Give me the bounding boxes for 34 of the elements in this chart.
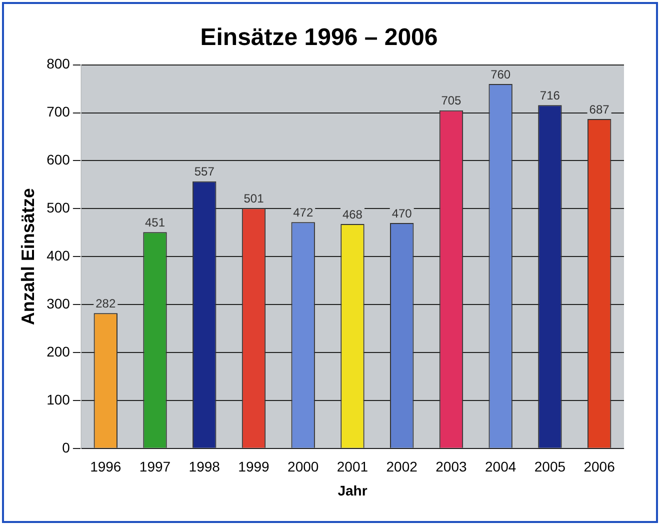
x-tick-label: 1996 xyxy=(90,458,122,475)
y-tick-label: 800 xyxy=(46,56,70,72)
x-tick-label: 2000 xyxy=(288,458,319,475)
x-tick-label: 2005 xyxy=(534,458,566,475)
data-label: 557 xyxy=(194,164,215,179)
y-tick-label: 300 xyxy=(46,295,70,312)
data-label: 501 xyxy=(244,191,264,206)
data-label: 282 xyxy=(96,296,116,310)
chart-title: Einsätze 1996 – 2006 xyxy=(200,24,438,52)
data-label: 470 xyxy=(392,206,412,220)
data-label: 451 xyxy=(144,215,166,230)
data-label: 687 xyxy=(589,102,610,116)
x-axis-title: Jahr xyxy=(338,482,368,498)
y-tick-label: 700 xyxy=(46,104,70,120)
y-tick-label: 500 xyxy=(46,200,70,216)
y-tick-label: 0 xyxy=(62,439,70,456)
data-label: 472 xyxy=(293,205,314,220)
y-tick-label: 600 xyxy=(46,152,70,168)
data-label: 716 xyxy=(540,88,560,102)
data-label: 760 xyxy=(490,67,511,82)
x-tick-label: 2001 xyxy=(336,458,368,475)
y-tick-label: 400 xyxy=(46,247,70,264)
y-axis-title: Anzahl Einsätze xyxy=(18,188,38,326)
x-tick-label: 2004 xyxy=(485,458,516,475)
x-tick-label: 2006 xyxy=(584,458,616,475)
x-tick-label: 1998 xyxy=(188,458,220,475)
x-tick-label: 1999 xyxy=(238,458,270,475)
y-tick-label: 100 xyxy=(46,391,70,408)
x-tick-label: 2003 xyxy=(436,458,467,475)
x-tick-label: 2002 xyxy=(386,458,418,475)
data-label: 705 xyxy=(441,94,462,108)
x-tick-label: 1997 xyxy=(139,458,171,475)
y-tick-label: 200 xyxy=(46,343,70,360)
data-label: 468 xyxy=(342,207,363,222)
